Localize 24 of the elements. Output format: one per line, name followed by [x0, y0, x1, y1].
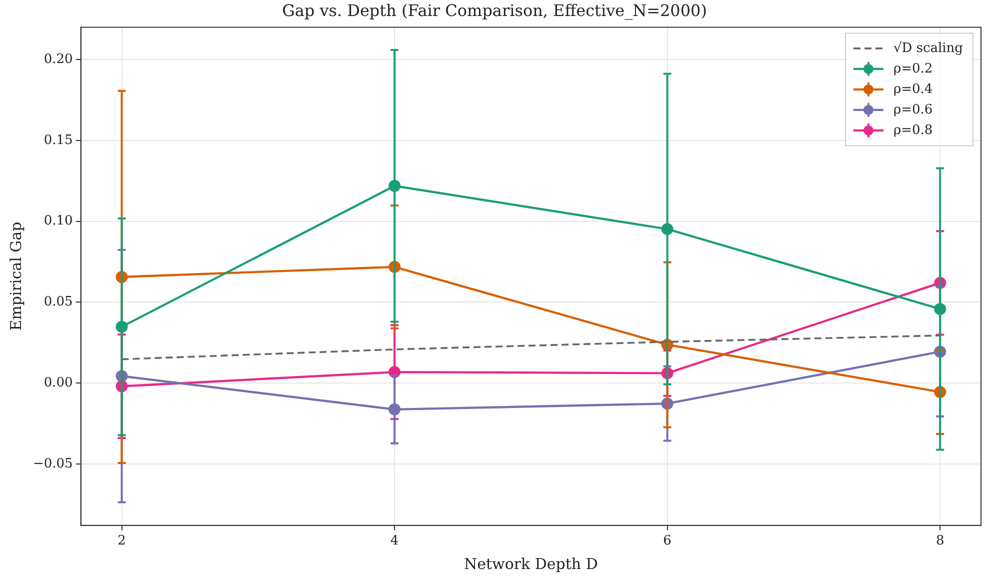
x-tick-label: 4: [390, 534, 399, 549]
y-tick-label: 0.05: [44, 294, 73, 310]
y-tick-label: 0.15: [44, 132, 73, 148]
point: [388, 180, 401, 192]
x-tick-label: 2: [118, 534, 126, 549]
point: [934, 302, 946, 315]
legend-label: ρ=0.6: [893, 102, 933, 118]
point: [116, 320, 128, 333]
y-tick-label: −0.05: [32, 456, 73, 472]
y-tick-label: 0.00: [44, 375, 73, 390]
y-tick-label: 0.10: [44, 214, 73, 229]
legend-label: √D scaling: [893, 40, 964, 56]
legend-label: ρ=0.2: [893, 61, 933, 76]
x-tick-label: 8: [936, 534, 944, 549]
chart-title: Gap vs. Depth (Fair Comparison, Effective_N=2000): [282, 0, 707, 20]
point: [388, 403, 401, 416]
x-tick-label: 6: [663, 534, 672, 549]
y-axis-title: Empirical Gap: [6, 222, 25, 331]
y-tick-label: 0.20: [44, 52, 73, 67]
point: [661, 223, 674, 236]
legend-label: ρ=0.4: [893, 82, 933, 97]
legend-label: ρ=0.8: [893, 122, 933, 138]
line-series: [120, 334, 941, 360]
x-axis-title: Network Depth D: [464, 554, 598, 573]
